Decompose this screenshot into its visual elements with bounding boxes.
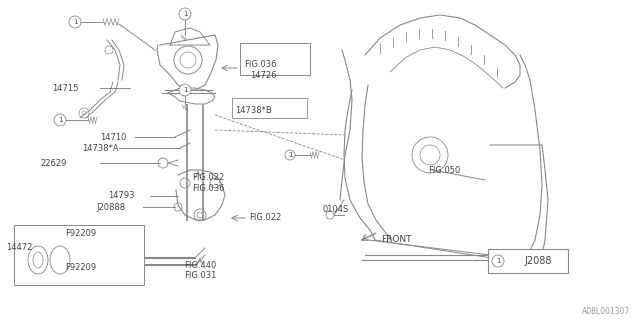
Circle shape [124, 253, 140, 269]
Text: 1: 1 [183, 87, 188, 93]
Text: 14738*A: 14738*A [82, 143, 118, 153]
Bar [488, 249, 568, 273]
Text: F92209: F92209 [65, 228, 96, 237]
Text: FIG.022: FIG.022 [192, 172, 224, 181]
Text: FIG.050: FIG.050 [428, 165, 460, 174]
Text: 22629: 22629 [40, 158, 67, 167]
Bar [240, 43, 310, 75]
Text: 1: 1 [73, 19, 77, 25]
Text: 1: 1 [288, 152, 292, 158]
Circle shape [285, 150, 295, 160]
Text: A08L001307: A08L001307 [582, 308, 630, 316]
Text: 14715: 14715 [52, 84, 78, 92]
Text: J20888: J20888 [96, 203, 125, 212]
Text: FRONT: FRONT [381, 236, 412, 244]
Text: FIG.440: FIG.440 [184, 260, 216, 269]
Bar [232, 98, 307, 118]
Text: 14738*B: 14738*B [235, 106, 272, 115]
Circle shape [54, 114, 66, 126]
Text: FIG.036: FIG.036 [244, 60, 276, 68]
Text: FIG.031: FIG.031 [184, 271, 216, 281]
Text: F92209: F92209 [65, 262, 96, 271]
Text: 14710: 14710 [100, 132, 126, 141]
Text: J2088: J2088 [524, 256, 552, 266]
Text: FIG.022: FIG.022 [249, 213, 281, 222]
Text: 1: 1 [496, 258, 500, 264]
Text: 14793: 14793 [108, 191, 134, 201]
Text: FIG.036: FIG.036 [192, 183, 225, 193]
Text: 0104S: 0104S [322, 205, 348, 214]
Text: 1: 1 [183, 11, 188, 17]
Circle shape [179, 84, 191, 96]
Text: 14726: 14726 [250, 70, 276, 79]
Circle shape [492, 255, 504, 267]
Bar [14, 225, 144, 285]
Circle shape [179, 8, 191, 20]
Text: 14472: 14472 [6, 244, 33, 252]
Circle shape [69, 16, 81, 28]
Text: 1: 1 [58, 117, 62, 123]
